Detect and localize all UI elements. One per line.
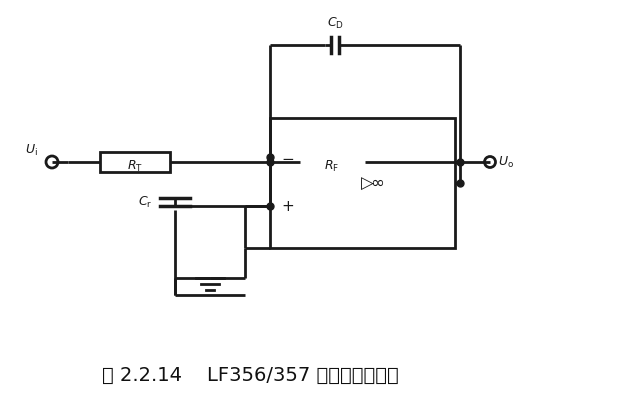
Bar — [100, 152, 170, 172]
Text: $U_{\rm i}$: $U_{\rm i}$ — [25, 143, 38, 158]
Text: $-$: $-$ — [281, 149, 295, 164]
Text: $C_{\rm D}$: $C_{\rm D}$ — [326, 16, 344, 31]
Bar — [300, 152, 365, 172]
Text: $U_{\rm o}$: $U_{\rm o}$ — [498, 154, 514, 170]
Circle shape — [485, 157, 495, 168]
Text: $R_{\rm F}$: $R_{\rm F}$ — [324, 159, 340, 174]
Text: $C_{\rm r}$: $C_{\rm r}$ — [138, 195, 152, 210]
Text: $+$: $+$ — [281, 199, 295, 214]
Text: 图 2.2.14    LF356/357 的超前补偿电路: 图 2.2.14 LF356/357 的超前补偿电路 — [102, 365, 398, 385]
Text: $\triangleright\!\infty$: $\triangleright\!\infty$ — [360, 175, 384, 192]
Circle shape — [46, 156, 58, 168]
Bar — [270, 118, 455, 248]
Text: $R_{\rm T}$: $R_{\rm T}$ — [127, 159, 143, 174]
